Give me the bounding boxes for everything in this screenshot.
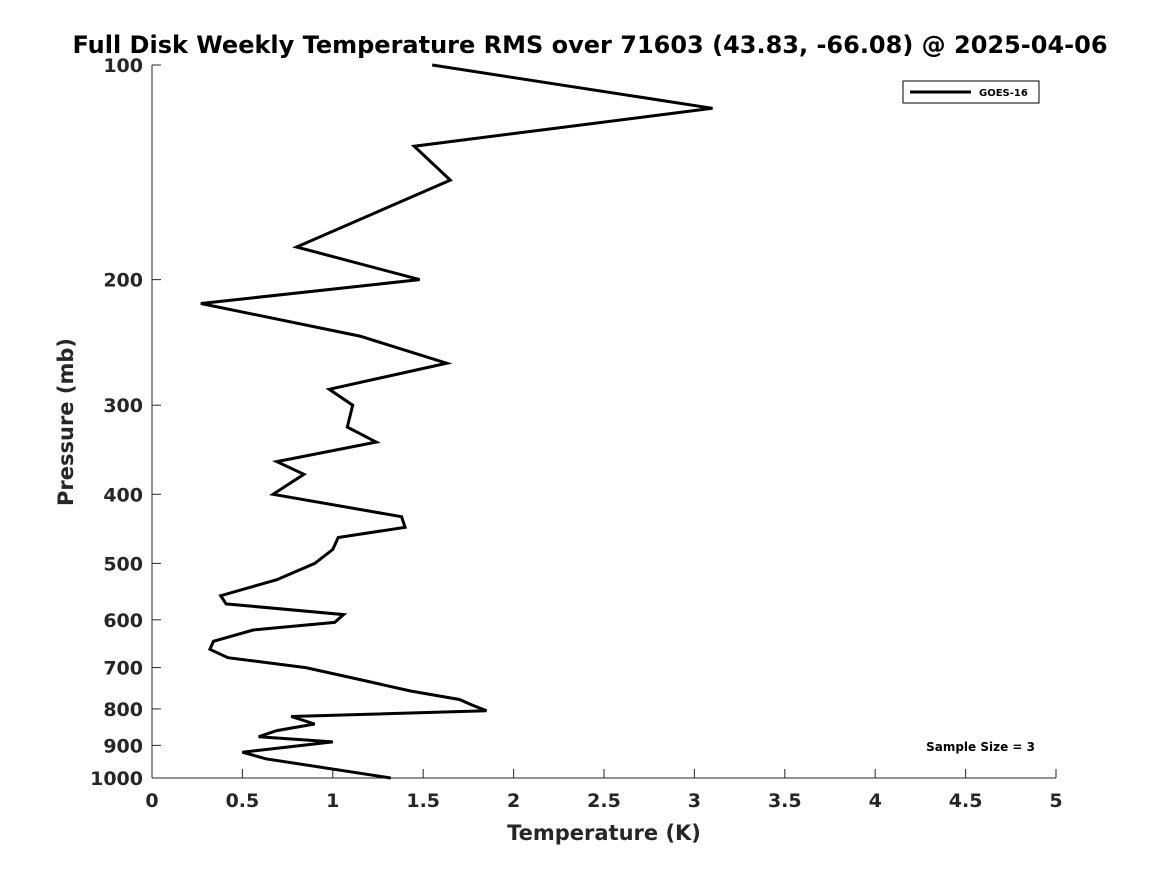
y-tick-label: 200 <box>103 270 143 292</box>
sample-size-annotation: Sample Size = 3 <box>926 740 1035 754</box>
x-tick-label: 1.5 <box>406 790 440 812</box>
legend: GOES-16 <box>902 80 1040 104</box>
chart-title: Full Disk Weekly Temperature RMS over 71… <box>72 31 1107 59</box>
x-tick-label: 3.5 <box>768 790 802 812</box>
y-tick-label: 900 <box>103 735 143 757</box>
x-tick-label: 4.5 <box>949 790 983 812</box>
tick-labels: 0 0.5 1 1.5 2 2.5 3 3.5 4 4.5 5 100 200 300 400 500 600 7… <box>90 55 1063 812</box>
x-tick-label: 2.5 <box>587 790 621 812</box>
y-axis-label: Pressure (mb) <box>54 338 78 506</box>
x-axis-label: Temperature (K) <box>507 821 701 845</box>
y-tick-label: 500 <box>103 553 143 575</box>
y-tick-label: 300 <box>103 395 143 417</box>
y-tick-label: 800 <box>103 699 143 721</box>
y-tick-label: 400 <box>103 484 143 506</box>
y-tick-label: 1000 <box>90 768 143 790</box>
x-tick-label: 2 <box>507 790 520 812</box>
y-tick-label: 700 <box>103 658 143 680</box>
x-tick-label: 4 <box>869 790 882 812</box>
x-tick-label: 3 <box>688 790 701 812</box>
axes <box>151 64 1057 779</box>
x-tick-label: 0.5 <box>226 790 260 812</box>
y-tick-label: 600 <box>103 610 143 632</box>
legend-label: GOES-16 <box>979 88 1028 99</box>
x-tick-label: 1 <box>326 790 339 812</box>
y-tick-label: 100 <box>103 55 143 77</box>
x-tick-label: 5 <box>1049 790 1062 812</box>
series-line-goes16 <box>200 63 713 780</box>
x-tick-label: 0 <box>145 790 158 812</box>
